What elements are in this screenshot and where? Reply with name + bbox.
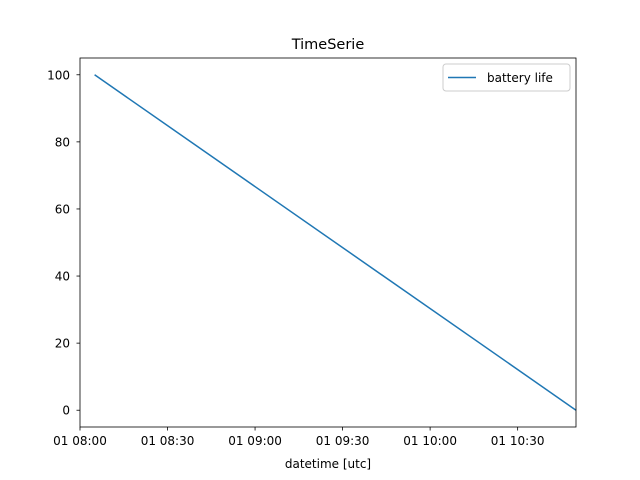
legend-label: battery life — [487, 71, 553, 85]
y-tick-label: 60 — [55, 202, 70, 216]
series-layer — [94, 74, 577, 411]
x-tick-label: 01 08:30 — [141, 434, 195, 448]
legend: battery life — [442, 63, 571, 92]
legend-box — [442, 63, 571, 92]
axes-layer: 01 08:00 01 08:30 01 09:00 01 09:30 01 10:00… — [47, 57, 577, 448]
x-tick-label: 01 10:00 — [403, 434, 457, 448]
x-tick-label: 01 08:00 — [53, 434, 107, 448]
series-line — [94, 74, 577, 411]
y-tick-label: 20 — [55, 337, 70, 351]
y-tick-label: 80 — [55, 135, 70, 149]
chart-title: TimeSerie — [291, 37, 365, 53]
y-tick-label: 100 — [47, 68, 70, 82]
x-tick-label: 01 09:00 — [228, 434, 282, 448]
x-tick-label: 01 10:30 — [491, 434, 545, 448]
y-tick-label: 0 — [62, 404, 70, 418]
y-tick-label: 40 — [55, 270, 70, 284]
x-tick-label: 01 09:30 — [316, 434, 370, 448]
x-axis-label: datetime [utc] — [285, 457, 371, 471]
plot-frame — [79, 57, 577, 428]
